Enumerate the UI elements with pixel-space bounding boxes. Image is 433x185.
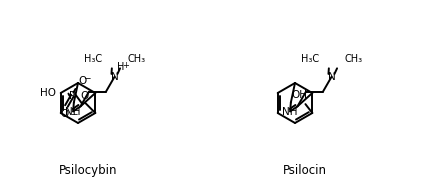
Text: NH: NH	[65, 107, 81, 117]
Text: CH₃: CH₃	[344, 54, 362, 64]
Text: −: −	[84, 73, 91, 82]
Text: HO: HO	[40, 88, 56, 98]
Text: N: N	[110, 72, 118, 82]
Text: OH: OH	[291, 90, 307, 100]
Text: H₃C: H₃C	[301, 54, 319, 64]
Text: O: O	[60, 109, 68, 119]
Text: P: P	[69, 91, 75, 101]
Text: N: N	[328, 72, 335, 82]
Text: CH₃: CH₃	[127, 54, 145, 64]
Text: Psilocybin: Psilocybin	[59, 164, 117, 177]
Text: −: −	[71, 109, 78, 118]
Text: Psilocin: Psilocin	[283, 164, 327, 177]
Text: O: O	[78, 76, 87, 86]
Text: NH: NH	[282, 107, 297, 117]
Text: O: O	[80, 91, 88, 101]
Text: +: +	[123, 61, 129, 70]
Text: H: H	[117, 62, 125, 72]
Text: H₃C: H₃C	[84, 54, 102, 64]
